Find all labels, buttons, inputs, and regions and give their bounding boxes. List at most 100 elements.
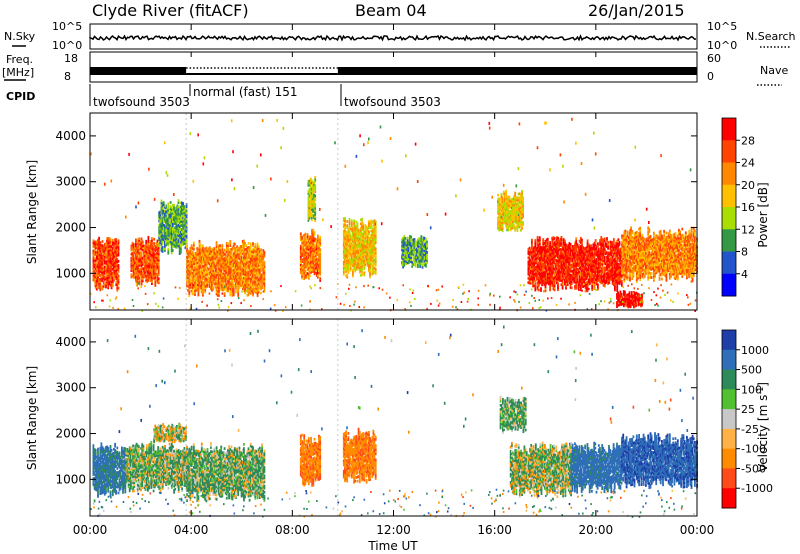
range-gate-cell (347, 271, 350, 274)
range-gate-cell (542, 240, 545, 243)
range-gate-cell (402, 253, 404, 257)
range-gate-cell (372, 236, 375, 240)
range-gate-cell (166, 238, 169, 242)
range-gate-cell (371, 272, 374, 276)
range-gate-cell (249, 267, 252, 270)
range-gate-cell (404, 239, 407, 242)
range-gate-cell (189, 255, 192, 258)
range-gate-cell (303, 238, 306, 241)
range-gate-cell (166, 224, 169, 227)
range-gate-cell (369, 259, 371, 262)
range-gate-cell (561, 266, 564, 269)
range-gate-cell (364, 244, 367, 248)
range-gate-cell (136, 246, 138, 250)
range-gate-cell (528, 255, 531, 258)
range-gate-cell (561, 276, 564, 280)
range-gate-cell (247, 272, 250, 276)
range-gate-cell (220, 267, 223, 271)
range-gate-cell (498, 222, 501, 226)
range-gate-cell (347, 240, 350, 243)
range-gate-cell (136, 279, 138, 283)
range-gate-cell (532, 258, 534, 261)
range-gate-cell (510, 220, 513, 224)
range-gate-cell (502, 215, 505, 219)
range-gate-cell (175, 229, 178, 233)
range-gate-cell (229, 289, 232, 293)
range-gate-cell (254, 253, 257, 257)
range-gate-cell (113, 266, 115, 270)
range-gate-cell (421, 241, 424, 244)
range-gate-cell (111, 284, 114, 287)
range-gate-cell (219, 279, 221, 283)
range-gate-cell (164, 243, 166, 246)
range-gate-cell (404, 257, 407, 261)
range-gate-cell (141, 263, 144, 266)
range-gate-cell (313, 206, 315, 209)
range-gate-cell (241, 260, 244, 264)
range-gate-cell (556, 246, 558, 250)
range-gate-cell (560, 283, 563, 286)
range-gate-cell (229, 273, 232, 276)
range-gate-cell (501, 208, 504, 212)
range-gate-cell (239, 282, 242, 285)
range-gate-cell (311, 229, 314, 232)
range-gate-cell (179, 232, 182, 236)
range-gate-cell (505, 193, 507, 197)
range-gate-cell (412, 244, 415, 248)
range-gate-cell (561, 280, 564, 284)
range-gate-cell (554, 271, 557, 274)
range-gate-cell (418, 241, 420, 245)
range-gate-cell (149, 271, 152, 274)
range-gate-cell (111, 273, 114, 277)
range-gate-cell (556, 277, 558, 281)
range-gate-cell (140, 262, 143, 265)
range-gate-cell (497, 200, 499, 203)
range-gate-cell (535, 276, 538, 279)
range-gate-cell (196, 274, 199, 277)
range-gate-cell (195, 276, 197, 280)
range-gate-cell (170, 251, 173, 255)
range-gate-cell (186, 255, 188, 259)
range-gate-cell (152, 245, 154, 249)
range-gate-cell (181, 209, 183, 213)
freq-left-label-line1: Freq. (6, 53, 33, 66)
range-gate-cell (151, 276, 153, 279)
range-gate-cell (187, 282, 189, 286)
range-gate-cell (248, 291, 251, 294)
range-gate-cell (538, 273, 541, 277)
range-gate-cell (141, 240, 144, 244)
range-gate-cell (132, 259, 135, 263)
range-gate-cell (553, 251, 556, 255)
range-gate-cell (366, 245, 369, 249)
range-gate-cell (175, 221, 178, 224)
range-gate-cell (208, 256, 211, 260)
range-gate-cell (110, 278, 113, 281)
range-gate-cell (229, 291, 232, 295)
range-gate-cell (131, 274, 134, 278)
range-gate-cell (345, 249, 347, 253)
range-gate-cell (220, 271, 223, 275)
range-gate-cell (368, 263, 370, 267)
range-gate-cell (178, 237, 181, 241)
range-gate-cell (243, 243, 245, 247)
range-gate-cell (116, 262, 119, 265)
range-gate-cell (354, 234, 357, 238)
range-gate-cell (232, 283, 235, 286)
range-gate-cell (549, 243, 551, 246)
range-gate-cell (244, 289, 246, 293)
range-gate-cell (315, 272, 318, 275)
range-gate-cell (178, 213, 181, 216)
range-gate-cell (147, 279, 150, 282)
range-gate-cell (313, 239, 316, 243)
range-gate-cell (243, 264, 245, 267)
range-gate-cell (136, 277, 138, 281)
range-gate-cell (132, 243, 135, 246)
range-gate-cell (562, 260, 565, 264)
range-gate-cell (258, 268, 261, 272)
range-gate-cell (253, 277, 256, 281)
range-gate-cell (106, 264, 108, 267)
range-gate-cell (541, 246, 543, 250)
range-gate-cell (538, 236, 541, 239)
range-gate-cell (236, 261, 238, 265)
range-gate-cell (311, 245, 314, 249)
